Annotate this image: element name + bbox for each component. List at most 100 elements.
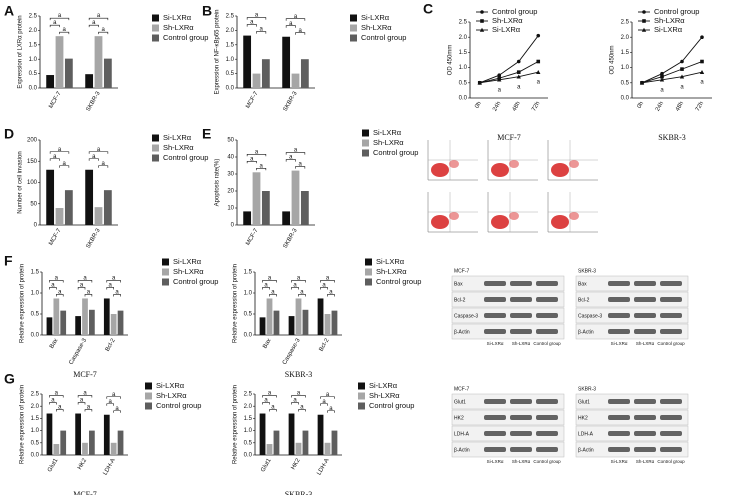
significance-label: a <box>289 155 293 161</box>
legend-marker <box>641 27 647 32</box>
significance-label: a <box>87 405 91 411</box>
legend-label: Control group <box>376 277 421 286</box>
bar <box>55 36 64 88</box>
point <box>516 59 521 64</box>
significance-bracket <box>285 18 306 21</box>
blot-lane-label: Si-LXRα <box>487 341 504 346</box>
x-tick-label: 24h <box>655 101 665 113</box>
y-tick-label: 1.0 <box>226 57 235 63</box>
significance-bracket <box>49 24 60 28</box>
significance-bracket <box>298 294 306 297</box>
y-tick-label: 1.0 <box>459 65 468 71</box>
blot-band <box>484 329 506 334</box>
bar <box>110 442 117 455</box>
significance-label: a <box>83 276 87 282</box>
blot-band <box>510 297 532 302</box>
bar <box>295 442 302 455</box>
bar <box>282 211 291 225</box>
x-tick-label: SKBR-3 <box>283 227 299 249</box>
significance-bracket <box>262 287 270 290</box>
blot-frame <box>575 291 689 308</box>
x-tick-label: Bax <box>49 338 59 350</box>
significance-bracket <box>113 294 121 297</box>
bar <box>55 208 64 225</box>
blot-band <box>634 447 656 452</box>
y-axis-label: Relative expression of protein <box>233 264 239 343</box>
bar <box>117 430 124 455</box>
legend-label: Sh-LXRα <box>654 16 685 25</box>
significance-bracket <box>77 280 93 283</box>
significance-bracket <box>49 280 64 283</box>
significance-label: a <box>268 391 272 397</box>
significance-bracket <box>327 410 335 413</box>
y-tick-label: 30 <box>227 172 234 178</box>
significance-label: a <box>260 27 264 33</box>
y-axis-label: Number of cell invasion <box>18 151 24 213</box>
series-line <box>479 71 539 84</box>
blot-title: SKBR-3 <box>578 268 596 274</box>
y-tick-label: 0.0 <box>29 86 38 92</box>
legend-label: Sh-LXRα <box>361 23 392 32</box>
x-tick-label: 48h <box>512 101 522 113</box>
y-tick-label: 0.5 <box>244 440 253 446</box>
significance-label: a <box>271 290 275 296</box>
x-tick-label: LDH-A <box>316 458 330 477</box>
x-tick-label: 72h <box>531 101 541 113</box>
significance-label: a <box>112 392 116 398</box>
bar <box>300 59 309 88</box>
blot-row-label: Bax <box>454 281 463 287</box>
y-tick-label: 1.5 <box>31 416 40 422</box>
bar <box>85 169 94 225</box>
significance-bracket <box>77 395 93 398</box>
blot-row-label: LDH-A <box>578 431 594 437</box>
blot-lane-label: Si-LXRα <box>487 459 504 464</box>
significance-label: a <box>55 276 59 282</box>
x-tick-label: Bcl-2 <box>105 337 117 352</box>
cell-cluster <box>509 160 519 168</box>
significance-bracket <box>77 287 86 290</box>
blot-band <box>660 297 682 302</box>
significance-bracket <box>59 165 70 168</box>
blot-lane-label: Sh-LXRα <box>636 459 655 464</box>
y-tick-label: 0.5 <box>29 71 38 77</box>
blot-band <box>660 447 682 452</box>
legend-swatch <box>162 278 169 286</box>
series-line <box>641 71 703 84</box>
significance-bracket <box>88 151 109 154</box>
bar <box>103 298 110 335</box>
blot-row-label: Bax <box>578 281 587 287</box>
significance-label: a <box>53 154 57 160</box>
x-tick-label: Bcl-2 <box>319 337 331 352</box>
y-tick-label: 1.5 <box>459 50 468 56</box>
bar <box>110 314 117 335</box>
legend-label: Control group <box>163 33 208 42</box>
legend-marker <box>642 10 646 14</box>
panel-letter: A <box>4 3 14 19</box>
y-tick-label: 2.5 <box>31 392 40 398</box>
cell-cluster <box>509 212 519 220</box>
blot-band <box>510 431 532 436</box>
bar <box>291 170 300 225</box>
significance-bracket <box>49 287 57 290</box>
blot-row-label: β-Actin <box>578 447 594 453</box>
blot-frame <box>451 291 565 308</box>
significance-label: a <box>80 283 84 289</box>
bar <box>324 442 331 455</box>
significance-label: a <box>58 147 62 153</box>
y-tick-label: 1.5 <box>244 416 253 422</box>
y-tick-label: 1.5 <box>226 42 235 48</box>
blot-frame <box>575 275 689 292</box>
significance-label: a <box>300 405 304 411</box>
blot-frame <box>575 425 689 442</box>
significance-bracket <box>49 395 64 398</box>
legend-swatch <box>362 139 369 147</box>
x-tick-label: SKBR-3 <box>86 227 102 249</box>
bar <box>288 413 295 455</box>
significance-bracket <box>98 31 109 35</box>
significance-label: a <box>268 276 272 282</box>
y-tick-label: 2.5 <box>244 392 253 398</box>
bar <box>89 309 95 335</box>
bar <box>103 58 112 88</box>
y-axis-label: Relative expression of protein <box>20 385 26 464</box>
blot-band <box>660 313 682 318</box>
